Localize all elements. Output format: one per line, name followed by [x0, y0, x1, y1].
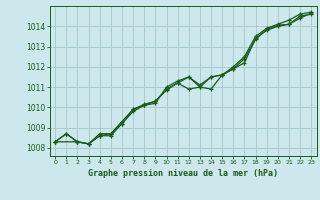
X-axis label: Graphe pression niveau de la mer (hPa): Graphe pression niveau de la mer (hPa): [88, 169, 278, 178]
